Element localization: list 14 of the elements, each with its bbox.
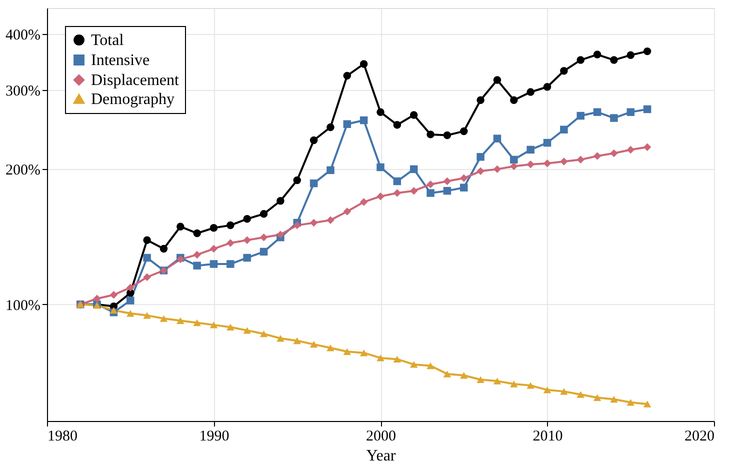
legend-label: Demography (91, 91, 175, 108)
x-tick-label: 2010 (532, 428, 563, 444)
x-tick-label: 1990 (199, 428, 230, 444)
y-tick-label: 200% (6, 162, 40, 179)
y-tick-label: 100% (6, 298, 40, 314)
x-tick-label: 2020 (684, 428, 714, 444)
legend-label: Total (91, 32, 124, 49)
x-axis-title: Year (366, 448, 396, 464)
y-tick-label: 400% (6, 27, 40, 44)
x-tick-label: 1980 (48, 428, 78, 444)
x-tick-label: 2000 (366, 428, 396, 444)
legend-label: Intensive (91, 52, 150, 69)
legend-label: Displacement (91, 72, 180, 89)
y-tick-label: 300% (6, 84, 40, 100)
